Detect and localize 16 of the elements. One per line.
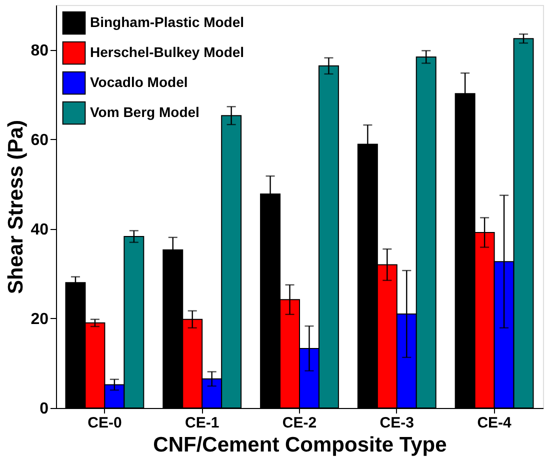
x-axis-title: CNF/Cement Composite Type <box>153 434 447 456</box>
y-tick-label: 20 <box>30 310 49 328</box>
y-axis-title: Shear Stress (Pa) <box>4 120 28 294</box>
x-tick-label: CE-3 <box>380 414 414 432</box>
legend-label: Vocadlo Model <box>90 74 188 90</box>
y-tick-label: 60 <box>30 132 49 149</box>
x-tick-label: CE-2 <box>282 414 317 432</box>
legend-label: Herschel-Bulkey Model <box>90 44 244 60</box>
legend-label: Bingham-Plastic Model <box>90 14 244 30</box>
x-tick-label: CE-1 <box>185 414 220 432</box>
y-tick-label: 40 <box>30 221 49 238</box>
legend-label: Vom Berg Model <box>90 104 200 120</box>
x-tick-label: CE-0 <box>88 414 122 432</box>
y-tick-label: 0 <box>40 400 49 418</box>
x-tick-label: CE-4 <box>477 414 512 432</box>
y-tick-label: 80 <box>30 42 49 60</box>
